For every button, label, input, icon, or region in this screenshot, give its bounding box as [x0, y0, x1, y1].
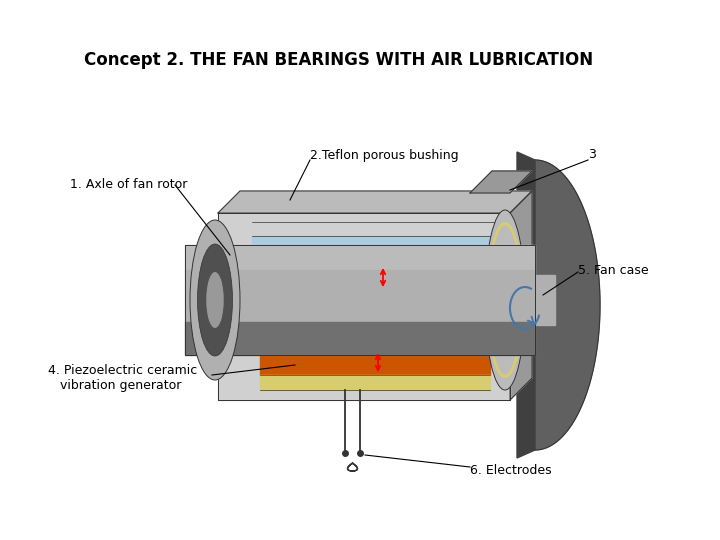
Polygon shape — [218, 191, 532, 213]
Ellipse shape — [197, 244, 233, 356]
Polygon shape — [510, 191, 532, 400]
Polygon shape — [470, 171, 532, 193]
Text: Concept 2. THE FAN BEARINGS WITH AIR LUBRICATION: Concept 2. THE FAN BEARINGS WITH AIR LUB… — [84, 51, 593, 69]
Text: vibration generator: vibration generator — [60, 379, 181, 392]
Text: 3: 3 — [588, 148, 596, 161]
Polygon shape — [517, 152, 535, 458]
Polygon shape — [252, 290, 498, 305]
Polygon shape — [185, 270, 535, 322]
Polygon shape — [252, 222, 498, 236]
Polygon shape — [260, 350, 490, 375]
Polygon shape — [535, 275, 555, 325]
Text: 4. Piezoelectric ceramic: 4. Piezoelectric ceramic — [48, 363, 197, 376]
Ellipse shape — [206, 272, 224, 328]
Polygon shape — [252, 236, 498, 248]
Text: 2.Teflon porous bushing: 2.Teflon porous bushing — [310, 148, 459, 161]
Polygon shape — [260, 375, 490, 390]
Polygon shape — [252, 248, 498, 265]
Polygon shape — [185, 245, 535, 270]
Polygon shape — [535, 160, 600, 450]
Polygon shape — [252, 265, 498, 290]
Polygon shape — [260, 320, 490, 334]
Ellipse shape — [485, 210, 525, 390]
Ellipse shape — [495, 255, 515, 345]
Polygon shape — [260, 334, 490, 350]
Text: 5. Fan case: 5. Fan case — [578, 264, 649, 276]
Text: 6. Electrodes: 6. Electrodes — [470, 463, 552, 476]
Ellipse shape — [190, 220, 240, 380]
Text: 1. Axle of fan rotor: 1. Axle of fan rotor — [70, 179, 187, 192]
Polygon shape — [185, 322, 535, 355]
Polygon shape — [218, 213, 510, 400]
